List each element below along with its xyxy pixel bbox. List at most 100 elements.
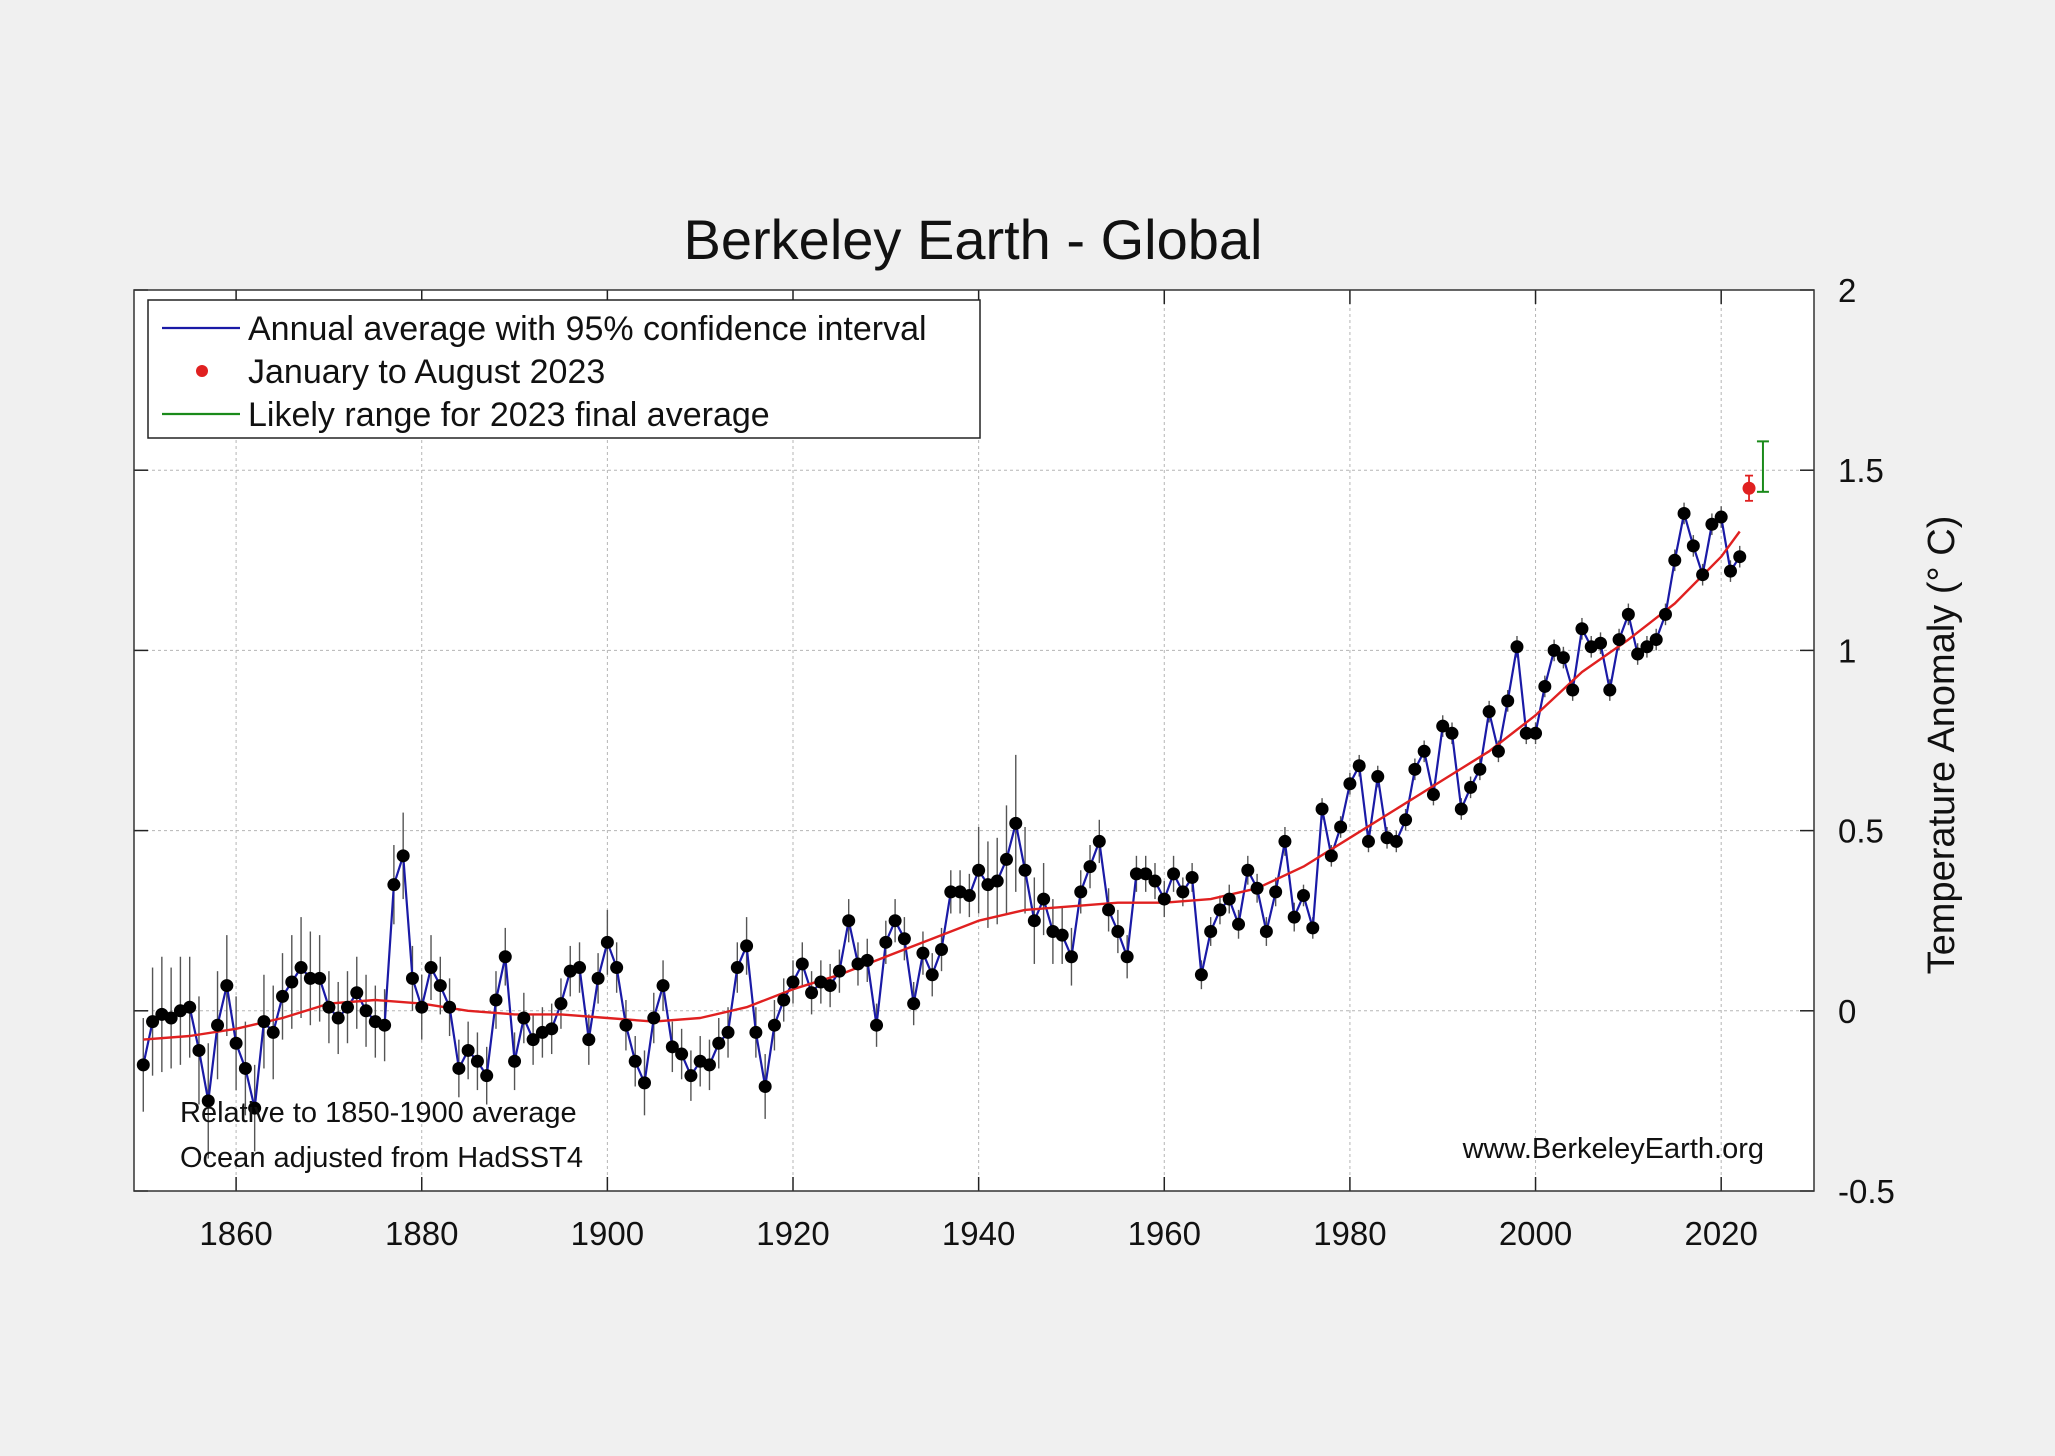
annual-data-point xyxy=(1705,517,1719,531)
annual-data-point xyxy=(1454,802,1468,816)
annual-data-point xyxy=(1176,885,1190,899)
annual-data-point xyxy=(1361,834,1375,848)
annual-data-point xyxy=(303,971,317,985)
annual-data-point xyxy=(1213,903,1227,917)
legend-label: Annual average with 95% confidence inter… xyxy=(248,310,927,348)
note-ocean-adjustment: Ocean adjusted from HadSST4 xyxy=(180,1142,583,1174)
annual-data-point xyxy=(1473,762,1487,776)
annual-data-point xyxy=(1696,568,1710,582)
annual-data-point xyxy=(730,961,744,975)
annual-data-point xyxy=(1714,510,1728,524)
annual-data-point xyxy=(1306,921,1320,935)
annual-data-point xyxy=(823,979,837,993)
annual-data-point xyxy=(879,935,893,949)
annual-data-point xyxy=(554,997,568,1011)
annual-data-point xyxy=(248,1101,262,1115)
annual-data-point xyxy=(146,1015,160,1029)
annual-data-point xyxy=(637,1076,651,1090)
legend: Annual average with 95% confidence inter… xyxy=(147,299,981,439)
annual-data-point xyxy=(1027,914,1041,928)
annual-data-point xyxy=(1631,647,1645,661)
y-tick-label: 1.5 xyxy=(1838,452,1884,489)
annual-data-point xyxy=(1408,762,1422,776)
annual-data-point xyxy=(684,1069,698,1083)
annual-data-point xyxy=(1389,834,1403,848)
annual-data-point xyxy=(656,979,670,993)
annual-data-point xyxy=(1371,770,1385,784)
annual-data-point xyxy=(1352,759,1366,773)
annual-data-point xyxy=(628,1054,642,1068)
annual-data-point xyxy=(545,1022,559,1036)
annual-data-point xyxy=(1445,726,1459,740)
annual-data-point xyxy=(1278,834,1292,848)
x-tick-label: 1900 xyxy=(571,1215,644,1252)
annual-data-point xyxy=(1009,816,1023,830)
annual-data-point xyxy=(758,1079,772,1093)
annual-data-point xyxy=(1510,640,1524,654)
annual-data-point xyxy=(1733,550,1747,564)
annual-data-point xyxy=(1120,950,1134,964)
annual-data-point xyxy=(1417,744,1431,758)
annual-data-point xyxy=(257,1015,271,1029)
annual-data-point xyxy=(183,1000,197,1014)
annual-data-point xyxy=(1594,636,1608,650)
annual-data-point xyxy=(1250,881,1264,895)
annual-data-point xyxy=(870,1018,884,1032)
annual-data-point xyxy=(350,986,364,1000)
annual-data-point xyxy=(415,1000,429,1014)
annual-data-point xyxy=(600,935,614,949)
annual-data-point xyxy=(1334,820,1348,834)
annual-data-point xyxy=(498,950,512,964)
legend-marker-dot xyxy=(196,365,208,377)
plot-frame xyxy=(133,289,1815,1192)
annual-data-point xyxy=(944,885,958,899)
x-tick-label: 2000 xyxy=(1499,1215,1572,1252)
annual-data-point xyxy=(424,961,438,975)
annual-data-point xyxy=(387,878,401,892)
annual-data-point xyxy=(795,957,809,971)
y-tick-label: -0.5 xyxy=(1838,1173,1895,1210)
annual-data-point xyxy=(610,961,624,975)
annual-data-point xyxy=(1222,892,1236,906)
x-tick-label: 1860 xyxy=(199,1215,272,1252)
annual-data-point xyxy=(888,914,902,928)
annual-data-point xyxy=(962,888,976,902)
annual-data-point xyxy=(1649,633,1663,647)
annual-data-point xyxy=(1723,564,1737,578)
annual-data-point xyxy=(935,943,949,957)
annual-data-point xyxy=(1464,780,1478,794)
annual-data-point xyxy=(1324,849,1338,863)
annual-data-point xyxy=(201,1094,215,1108)
annual-data-point xyxy=(860,953,874,967)
annual-data-point xyxy=(925,968,939,982)
annual-data-point xyxy=(285,975,299,989)
annual-data-point xyxy=(1167,867,1181,881)
chart-title: Berkeley Earth - Global xyxy=(684,208,1263,271)
annual-data-point xyxy=(359,1004,373,1018)
annual-data-point xyxy=(1677,506,1691,520)
annual-data-point xyxy=(526,1033,540,1047)
annual-data-point xyxy=(1018,863,1032,877)
annual-data-point xyxy=(702,1058,716,1072)
annual-data-point xyxy=(999,852,1013,866)
annual-data-point xyxy=(1102,903,1116,917)
annual-data-point xyxy=(1529,726,1543,740)
annual-data-point xyxy=(916,946,930,960)
annual-data-point xyxy=(749,1025,763,1039)
annual-data-point xyxy=(1139,867,1153,881)
annual-data-point xyxy=(740,939,754,953)
annual-data-point xyxy=(517,1011,531,1025)
annual-data-point xyxy=(211,1018,225,1032)
annual-data-point xyxy=(1269,885,1283,899)
annual-data-point xyxy=(1204,925,1218,939)
y-tick-label: 1 xyxy=(1838,632,1856,669)
x-tick-label: 1920 xyxy=(756,1215,829,1252)
annual-data-point xyxy=(1287,910,1301,924)
note-relative-baseline: Relative to 1850-1900 average xyxy=(180,1097,577,1129)
annual-data-point xyxy=(238,1061,252,1075)
annual-data-point xyxy=(1491,744,1505,758)
annual-data-point xyxy=(378,1018,392,1032)
annual-data-point xyxy=(1297,888,1311,902)
annual-data-point xyxy=(777,993,791,1007)
